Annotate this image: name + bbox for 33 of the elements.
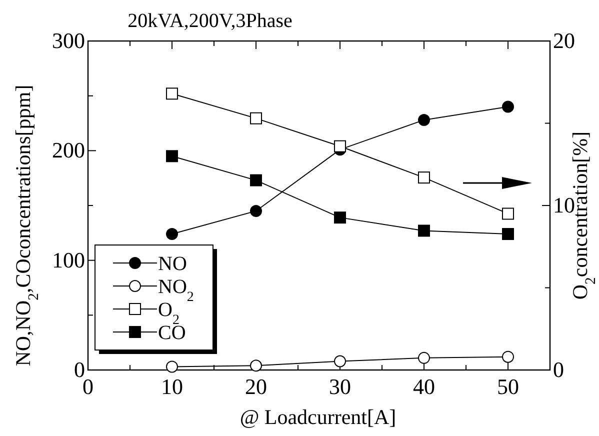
x-tick-label: 40 bbox=[413, 374, 435, 399]
point bbox=[334, 140, 346, 152]
chart-title: 20kVA,200V,3Phase bbox=[128, 10, 293, 32]
point bbox=[250, 360, 262, 372]
point bbox=[418, 352, 430, 364]
point bbox=[166, 228, 178, 240]
y2-tick-label: 10 bbox=[553, 192, 575, 218]
point bbox=[166, 150, 178, 162]
point bbox=[250, 174, 262, 186]
point bbox=[418, 172, 430, 184]
point bbox=[418, 114, 430, 126]
legend-label: NO bbox=[158, 253, 187, 275]
y-tick-label: 300 bbox=[52, 28, 85, 53]
point bbox=[166, 88, 178, 100]
point bbox=[334, 355, 346, 368]
x-tick-label: 30 bbox=[329, 374, 351, 399]
y-tick-label: 100 bbox=[52, 247, 85, 272]
point bbox=[502, 228, 514, 240]
y-tick-label: 200 bbox=[52, 138, 85, 163]
point bbox=[166, 360, 178, 373]
point bbox=[502, 208, 514, 220]
x-tick-label: 50 bbox=[497, 374, 519, 399]
y2-tick-label: 20 bbox=[553, 28, 575, 53]
point bbox=[250, 112, 262, 124]
point bbox=[418, 224, 430, 237]
point bbox=[502, 100, 514, 113]
point bbox=[334, 212, 346, 224]
x-tick-label: 10 bbox=[161, 374, 183, 399]
y-tick-label: 0 bbox=[74, 357, 85, 382]
x-axis-title: @ Loadcurrent[A] bbox=[240, 405, 396, 429]
x-tick-label: 20 bbox=[245, 374, 267, 399]
y2-tick-label: 0 bbox=[553, 357, 564, 382]
point bbox=[250, 204, 262, 217]
